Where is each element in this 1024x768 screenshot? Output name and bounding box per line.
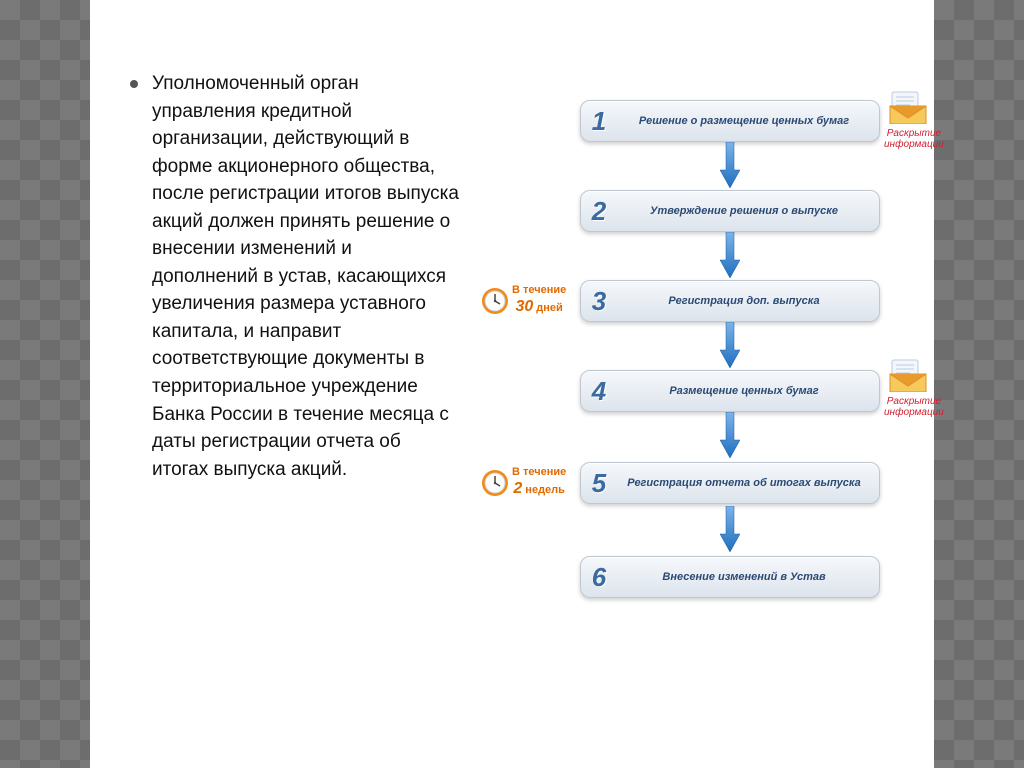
flow-step-5: 5 Регистрация отчета об итогах выпуска [580, 462, 880, 504]
duration-note-2: В течение 2 недель [512, 466, 566, 498]
flow-arrow-4 [720, 412, 740, 458]
step-number: 4 [581, 376, 617, 407]
flow-step-6: 6 Внесение изменений в Устав [580, 556, 880, 598]
clock-icon [480, 286, 510, 316]
pattern-border-right [934, 0, 1024, 768]
flow-arrow-2 [720, 232, 740, 278]
envelope-icon [888, 358, 928, 392]
flow-arrow-3 [720, 322, 740, 368]
step-number: 1 [581, 106, 617, 137]
flow-step-4: 4 Размещение ценных бумаг [580, 370, 880, 412]
slide-content: Уполномоченный орган управления кредитно… [90, 0, 934, 768]
flow-step-1: 1 Решение о размещение ценных бумаг [580, 100, 880, 142]
step-number: 2 [581, 196, 617, 227]
envelope-icon [888, 90, 928, 124]
disclosure-label-1: Раскрытиеинформации [884, 128, 944, 150]
step-label: Регистрация доп. выпуска [617, 295, 879, 307]
body-paragraph: Уполномоченный орган управления кредитно… [152, 70, 460, 483]
step-label: Регистрация отчета об итогах выпуска [617, 477, 879, 489]
flowchart: 1 Решение о размещение ценных бумаг 2 Утв… [480, 70, 914, 728]
flow-arrow-5 [720, 506, 740, 552]
step-number: 6 [581, 562, 617, 593]
disclosure-label-2: Раскрытиеинформации [884, 396, 944, 418]
note-line1: В течение [512, 466, 566, 479]
step-label: Внесение изменений в Устав [617, 571, 879, 583]
flow-step-2: 2 Утверждение решения о выпуске [580, 190, 880, 232]
step-label: Размещение ценных бумаг [617, 385, 879, 397]
step-number: 3 [581, 286, 617, 317]
note-line2: 2 недель [512, 479, 566, 498]
flow-step-3: 3 Регистрация доп. выпуска [580, 280, 880, 322]
duration-note-1: В течение 30 дней [512, 284, 566, 316]
flow-arrow-1 [720, 142, 740, 188]
step-number: 5 [581, 468, 617, 499]
note-line2: 30 дней [512, 297, 566, 316]
text-column: Уполномоченный орган управления кредитно… [130, 70, 460, 728]
step-label: Утверждение решения о выпуске [617, 205, 879, 217]
note-line1: В течение [512, 284, 566, 297]
bullet-icon [130, 80, 138, 88]
pattern-border-left [0, 0, 90, 768]
step-label: Решение о размещение ценных бумаг [617, 115, 879, 127]
clock-icon [480, 468, 510, 498]
